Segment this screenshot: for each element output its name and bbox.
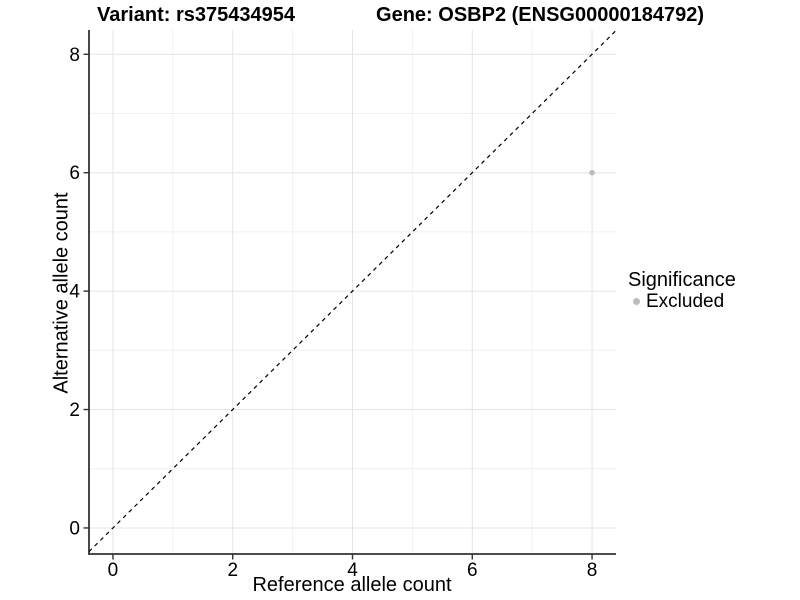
data-point xyxy=(589,169,595,176)
y-tick-label: 6 xyxy=(69,163,80,184)
x-tick-label: 2 xyxy=(227,560,238,581)
y-tick-label: 0 xyxy=(69,518,80,539)
y-tick-label: 2 xyxy=(69,400,80,421)
legend-item-label: Excluded xyxy=(646,291,725,312)
x-tick-label: 0 xyxy=(108,560,119,581)
legend-title: Significance xyxy=(628,269,736,291)
y-tick-label: 8 xyxy=(69,45,80,66)
x-tick-label: 4 xyxy=(347,560,358,581)
legend-item-excluded: Excluded xyxy=(628,291,736,312)
legend: Significance Excluded xyxy=(628,269,736,312)
x-tick-label: 8 xyxy=(587,560,598,581)
y-axis-title: Alternative allele count xyxy=(50,192,73,394)
x-axis-title: Reference allele count xyxy=(252,574,452,596)
x-tick-label: 6 xyxy=(467,560,478,581)
legend-point-icon xyxy=(633,298,640,305)
plot-title-variant: Variant: rs375434954 xyxy=(97,4,295,26)
plot-title-gene: Gene: OSBP2 (ENSG00000184792) xyxy=(376,4,704,26)
y-tick-label: 4 xyxy=(69,282,80,303)
identity-line xyxy=(88,30,617,553)
